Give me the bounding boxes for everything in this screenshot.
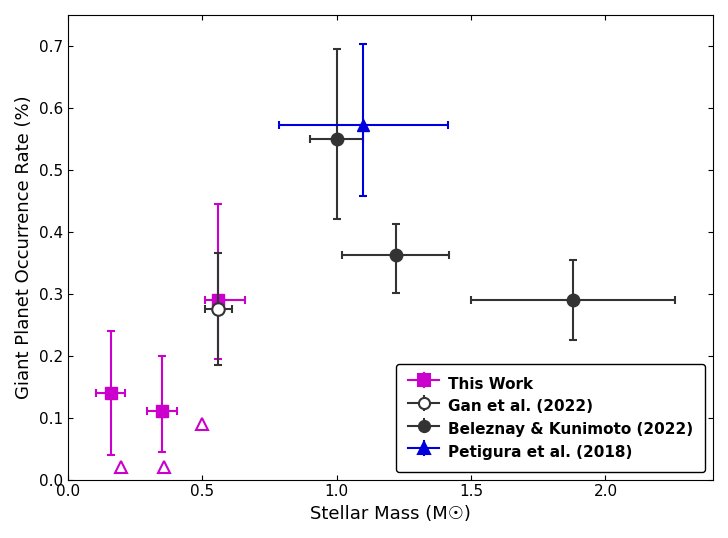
X-axis label: Stellar Mass (M☉): Stellar Mass (M☉) (310, 505, 471, 523)
Legend: This Work, Gan et al. (2022), Beleznay & Kunimoto (2022), Petigura et al. (2018): This Work, Gan et al. (2022), Beleznay &… (396, 364, 705, 472)
Y-axis label: Giant Planet Occurrence Rate (%): Giant Planet Occurrence Rate (%) (15, 95, 33, 399)
